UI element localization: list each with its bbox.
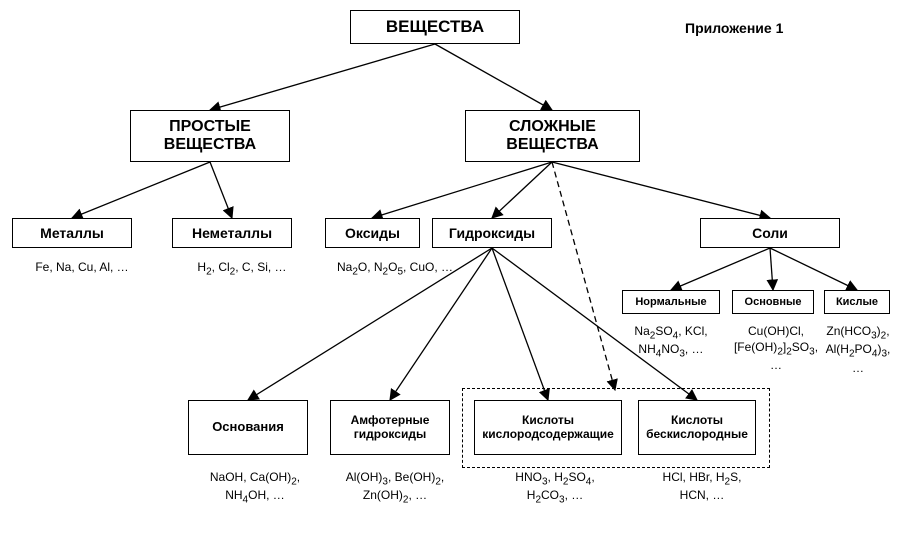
node-salts-normal-label: Нормальные: [635, 296, 706, 309]
node-hydroxides: Гидроксиды: [432, 218, 552, 248]
caption-amphoteric: Al(OH)3, Be(OH)2,Zn(OH)2, …: [320, 470, 470, 507]
node-salts-label: Соли: [752, 225, 788, 241]
node-nonmetals: Неметаллы: [172, 218, 292, 248]
caption-metals: Fe, Na, Cu, Al, …: [12, 260, 152, 276]
node-simple: ПРОСТЫЕВЕЩЕСТВА: [130, 110, 290, 162]
node-salts: Соли: [700, 218, 840, 248]
edge-arrow: [435, 44, 552, 110]
caption-salts-basic: Cu(OH)Cl,[Fe(OH)2]2SO3,…: [726, 324, 826, 374]
node-simple-label: ПРОСТЫЕВЕЩЕСТВА: [164, 118, 256, 155]
caption-salts-acidic: Zn(HCO3)2,Al(H2PO4)3,…: [818, 324, 898, 376]
node-metals-label: Металлы: [40, 225, 104, 241]
node-complex-label: СЛОЖНЫЕВЕЩЕСТВА: [506, 118, 598, 155]
edge-arrow: [492, 162, 552, 218]
caption-oxides: Na2O, N2O5, CuO, …: [315, 260, 475, 278]
node-salts-basic-label: Основные: [745, 296, 802, 309]
caption-acids-oxy: HNO3, H2SO4,H2CO3, …: [480, 470, 630, 507]
node-root-label: ВЕЩЕСТВА: [386, 17, 484, 37]
node-metals: Металлы: [12, 218, 132, 248]
dashed-acids-container: [462, 388, 770, 468]
node-oxides-label: Оксиды: [345, 225, 400, 241]
edge-arrow: [210, 162, 232, 218]
node-bases-label: Основания: [212, 420, 284, 435]
edge-arrow: [72, 162, 210, 218]
diagram-stage: Приложение 1 ВЕЩЕСТВА ПРОСТЫЕВЕЩЕСТВА СЛ…: [0, 0, 903, 534]
edge-arrow: [552, 162, 770, 218]
node-complex: СЛОЖНЫЕВЕЩЕСТВА: [465, 110, 640, 162]
node-oxides: Оксиды: [325, 218, 420, 248]
edge-arrow: [770, 248, 857, 290]
edge-arrow: [671, 248, 770, 290]
edge-arrow: [372, 162, 552, 218]
caption-acids-anoxy: HCl, HBr, H2S,HCN, …: [632, 470, 772, 504]
node-salts-normal: Нормальные: [622, 290, 720, 314]
node-bases: Основания: [188, 400, 308, 455]
node-amphoteric-label: Амфотерныегидроксиды: [351, 414, 430, 442]
node-salts-acidic: Кислые: [824, 290, 890, 314]
node-salts-basic: Основные: [732, 290, 814, 314]
edge-arrow: [770, 248, 773, 290]
caption-nonmetals: H2, Cl2, C, Si, …: [172, 260, 312, 278]
edge-arrow: [492, 248, 548, 400]
appendix-label: Приложение 1: [685, 20, 783, 36]
edge-arrow: [552, 162, 615, 390]
edge-arrow: [210, 44, 435, 110]
node-root: ВЕЩЕСТВА: [350, 10, 520, 44]
node-amphoteric: Амфотерныегидроксиды: [330, 400, 450, 455]
caption-salts-normal: Na2SO4, KCl,NH4NO3, …: [616, 324, 726, 361]
caption-bases: NaOH, Ca(OH)2,NH4OH, …: [180, 470, 330, 507]
node-hydroxides-label: Гидроксиды: [449, 225, 535, 241]
node-salts-acidic-label: Кислые: [836, 296, 878, 309]
node-nonmetals-label: Неметаллы: [192, 225, 272, 241]
